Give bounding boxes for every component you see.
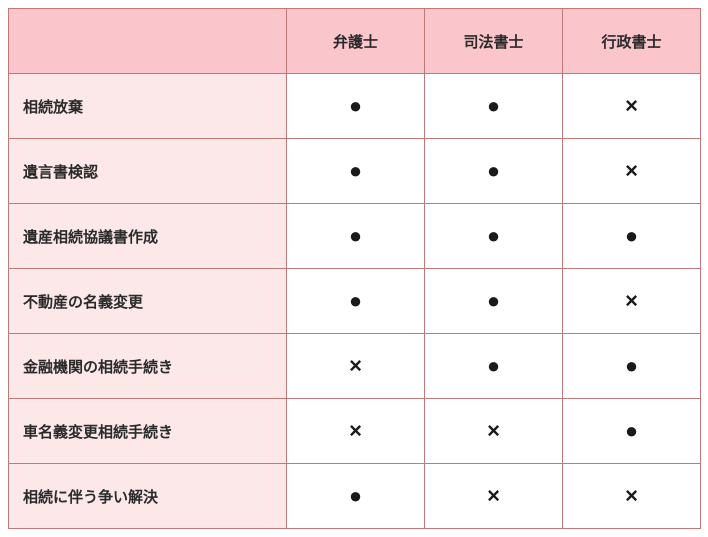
cell: ×: [425, 399, 563, 464]
table-row: 金融機関の相続手続き × ● ●: [9, 334, 701, 399]
cell: ×: [563, 139, 701, 204]
header-empty: [9, 9, 287, 74]
table-row: 相続に伴う争い解決 ● × ×: [9, 464, 701, 529]
cell: ●: [287, 139, 425, 204]
table-row: 遺言書検認 ● ● ×: [9, 139, 701, 204]
table-row: 相続放棄 ● ● ×: [9, 74, 701, 139]
cell: ●: [287, 74, 425, 139]
cell: ●: [425, 139, 563, 204]
row-label: 遺言書検認: [9, 139, 287, 204]
cell: ●: [563, 204, 701, 269]
cell: ×: [563, 269, 701, 334]
row-label: 金融機関の相続手続き: [9, 334, 287, 399]
table-header-row: 弁護士 司法書士 行政書士: [9, 9, 701, 74]
cell: ●: [425, 74, 563, 139]
table-row: 車名義変更相続手続き × × ●: [9, 399, 701, 464]
cell: ×: [287, 399, 425, 464]
cell: ×: [425, 464, 563, 529]
cell: ●: [425, 269, 563, 334]
row-label: 遺産相続協議書作成: [9, 204, 287, 269]
row-label: 不動産の名義変更: [9, 269, 287, 334]
cell: ×: [563, 464, 701, 529]
cell: ●: [425, 204, 563, 269]
row-label: 車名義変更相続手続き: [9, 399, 287, 464]
cell: ●: [563, 399, 701, 464]
header-col-1: 弁護士: [287, 9, 425, 74]
cell: ×: [287, 334, 425, 399]
table-row: 不動産の名義変更 ● ● ×: [9, 269, 701, 334]
comparison-table: 弁護士 司法書士 行政書士 相続放棄 ● ● × 遺言書検認 ● ● × 遺産相…: [8, 8, 701, 529]
cell: ●: [563, 334, 701, 399]
cell: ×: [563, 74, 701, 139]
header-col-3: 行政書士: [563, 9, 701, 74]
row-label: 相続に伴う争い解決: [9, 464, 287, 529]
table-body: 相続放棄 ● ● × 遺言書検認 ● ● × 遺産相続協議書作成 ● ● ● 不…: [9, 74, 701, 529]
cell: ●: [287, 269, 425, 334]
cell: ●: [287, 464, 425, 529]
cell: ●: [287, 204, 425, 269]
row-label: 相続放棄: [9, 74, 287, 139]
table-row: 遺産相続協議書作成 ● ● ●: [9, 204, 701, 269]
header-col-2: 司法書士: [425, 9, 563, 74]
cell: ●: [425, 334, 563, 399]
